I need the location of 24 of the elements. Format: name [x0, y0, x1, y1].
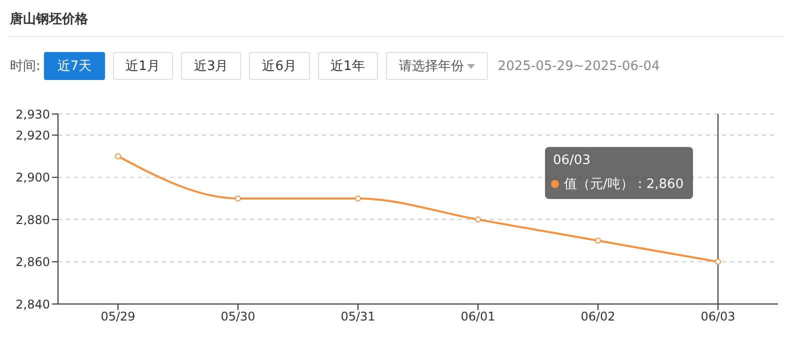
y-tick-label: 2,920	[16, 128, 50, 142]
x-tick-label: 05/29	[100, 310, 136, 324]
x-tick-label: 06/02	[580, 310, 616, 324]
y-tick-label: 2,900	[16, 170, 50, 185]
range-button: 近7天	[44, 52, 105, 80]
x-tick-label: 06/01	[460, 310, 496, 324]
tooltip: 06/03 值（元/吨）：2,860	[545, 147, 693, 199]
x-tick-label: 05/30	[220, 310, 256, 324]
range-button: 近3月	[180, 52, 242, 80]
annotation: 06/03	[553, 153, 590, 168]
chart-title: 唐山钢坯价格	[8, 8, 783, 37]
y-tick-label: 2,840	[16, 297, 50, 312]
range-button: 近1年	[318, 52, 378, 80]
annotation: 值（元/吨）：2,860	[564, 176, 684, 193]
year-select: 请选择年份	[386, 52, 488, 80]
x-tick-label: 05/31	[340, 310, 376, 324]
range-button: 近6月	[249, 52, 310, 80]
text: 时间:	[10, 58, 40, 75]
y-tick-label: 2,930	[16, 107, 50, 122]
range-button: 近1月	[112, 52, 173, 80]
y-tick-label: 2,880	[16, 212, 50, 227]
x-tick-label: 06/03	[700, 310, 736, 324]
y-tick-label: 2,860	[16, 255, 50, 270]
text: 2025-05-29~2025-06-04	[498, 58, 660, 74]
